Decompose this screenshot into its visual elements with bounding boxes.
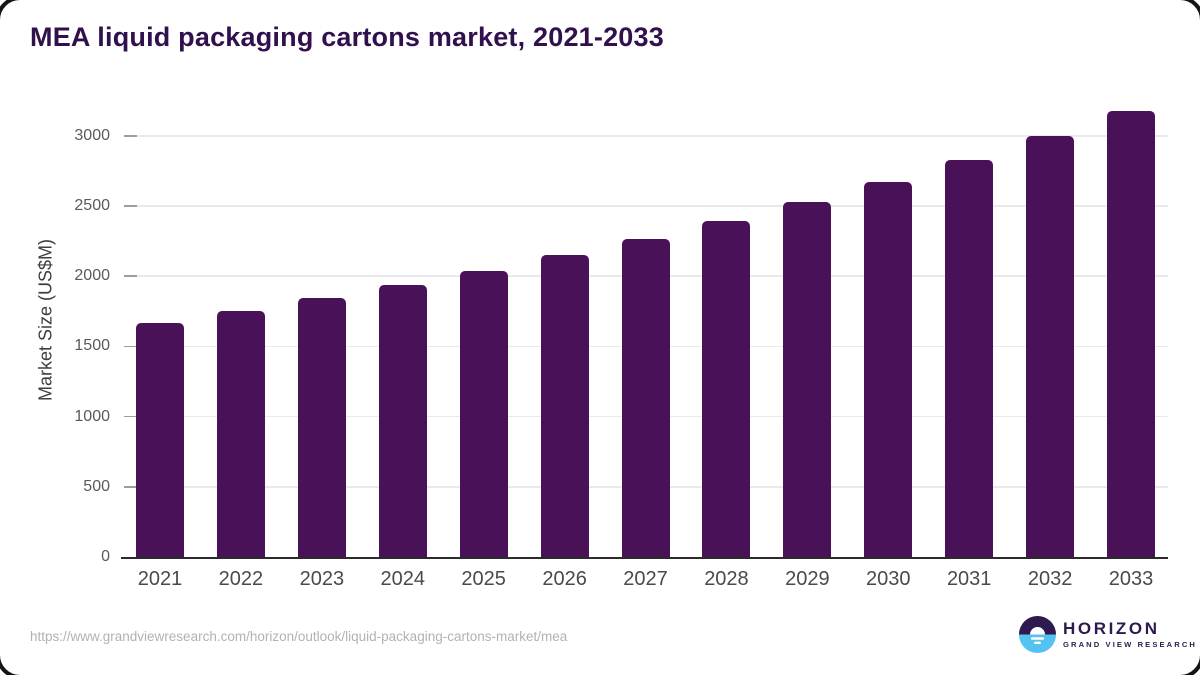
y-tick-label-3000: 3000 [74, 126, 110, 144]
y-tick-2500 [124, 205, 137, 207]
x-tick-label-2030: 2030 [866, 568, 911, 590]
y-tick-label-1000: 1000 [74, 407, 110, 425]
x-tick-label-2024: 2024 [380, 568, 426, 590]
y-tick-2000 [124, 275, 137, 277]
x-tick-label-2028: 2028 [704, 568, 749, 590]
source-url: https://www.grandviewresearch.com/horizo… [30, 629, 568, 644]
chart-title: MEA liquid packaging cartons market, 202… [30, 22, 664, 52]
y-axis-title: Market Size (US$M) [35, 238, 56, 402]
y-tick-1000 [124, 415, 137, 418]
horizon-sun-circle-icon [1019, 616, 1056, 653]
y-tick-label-2000: 2000 [74, 267, 110, 285]
x-tick-label-2033: 2033 [1108, 568, 1154, 590]
x-tick-label-2031: 2031 [946, 568, 992, 590]
gridline-2500 [124, 205, 1168, 207]
y-tick-3000 [124, 135, 137, 137]
bar-2029 [783, 202, 832, 557]
bar-2031 [945, 159, 994, 557]
bar-2028 [702, 221, 751, 557]
bar-2025 [459, 270, 508, 557]
y-tick-label-1500: 1500 [74, 337, 110, 355]
horizon-logo: HORIZON GRAND VIEW RESEARCH [1019, 616, 1197, 653]
logo-tagline: GRAND VIEW RESEARCH [1063, 640, 1197, 649]
bar-2030 [864, 182, 913, 557]
x-axis-line [121, 557, 1168, 559]
x-tick-label-2022: 2022 [218, 568, 264, 590]
y-tick-label-500: 500 [83, 477, 110, 495]
y-tick-500 [124, 486, 137, 488]
logo-name: HORIZON [1063, 619, 1160, 638]
x-tick-label-2032: 2032 [1027, 568, 1073, 590]
bar-2027 [621, 239, 670, 557]
x-tick-label-2026: 2026 [542, 568, 587, 590]
bar-2033 [1107, 111, 1156, 557]
x-tick-label-2025: 2025 [461, 568, 506, 590]
y-tick-1500 [124, 345, 137, 348]
bar-2023 [297, 298, 346, 557]
y-tick-label-2500: 2500 [74, 197, 110, 214]
bar-2022 [216, 311, 265, 557]
x-tick-label-2023: 2023 [299, 568, 345, 590]
bar-2026 [540, 254, 589, 557]
bar-2024 [378, 284, 427, 557]
bar-2021 [136, 323, 184, 557]
bar-2032 [1026, 135, 1075, 557]
logo-text: HORIZON GRAND VIEW RESEARCH [1063, 619, 1197, 650]
y-tick-label-0: 0 [101, 548, 110, 565]
x-tick-label-2029: 2029 [785, 568, 830, 590]
x-tick-label-2027: 2027 [623, 568, 668, 590]
gridline-3000 [124, 135, 1168, 137]
x-tick-label-2021: 2021 [137, 568, 183, 590]
